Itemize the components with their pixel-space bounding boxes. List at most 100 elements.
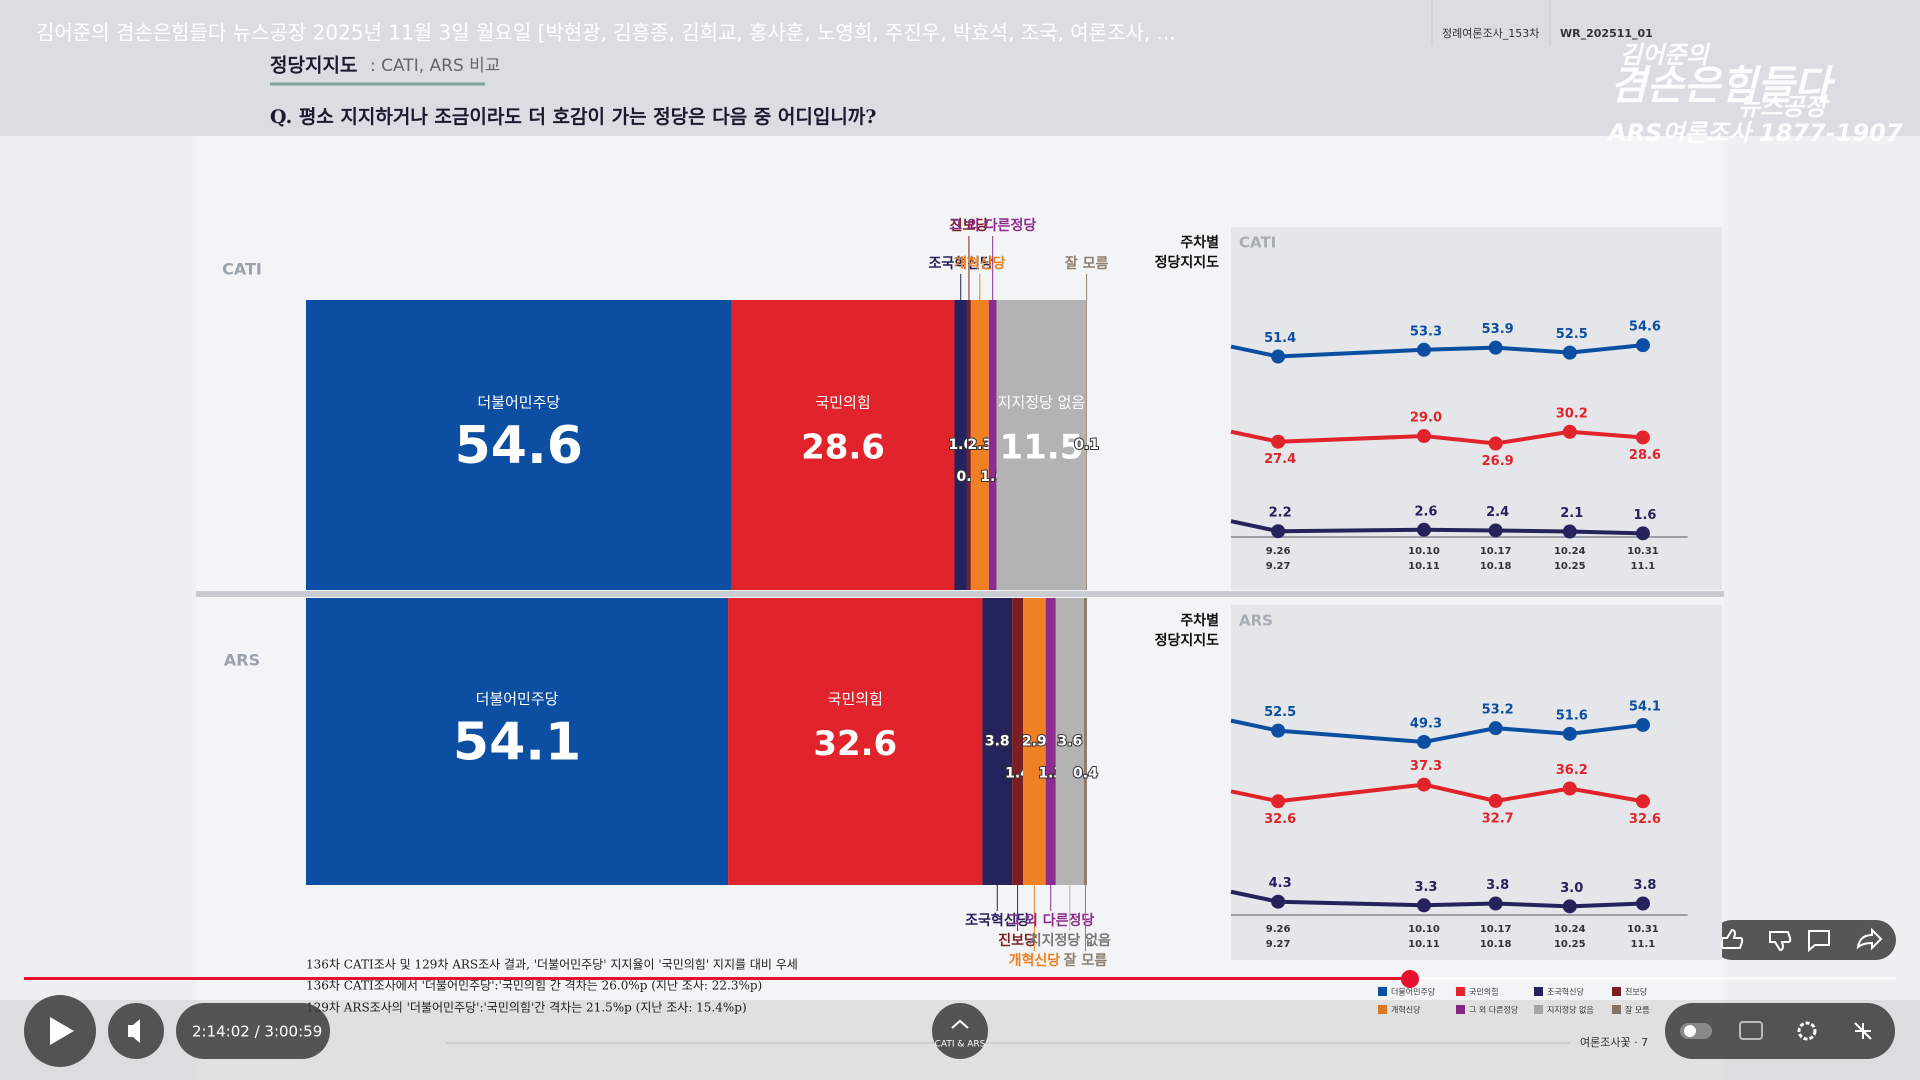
x-tick-label: 9.27 (1266, 939, 1291, 950)
line (1230, 718, 1644, 744)
value-label: 51.4 (1264, 331, 1296, 346)
value-label: 32.6 (1629, 812, 1661, 827)
x-tick-label: 10.17 (1480, 546, 1512, 557)
toggle-knob (1684, 1025, 1696, 1037)
bar-segment (1083, 598, 1087, 885)
legend-label: 더불어민주당 (1391, 987, 1436, 997)
bar-segment (996, 300, 1087, 590)
progress-played (24, 977, 1410, 980)
segment-name: 진보당 (998, 932, 1037, 949)
segment-name: 개혁신당 (1009, 952, 1061, 969)
line (1230, 889, 1644, 909)
x-tick-label: 10.24 (1554, 924, 1586, 935)
footer: 여론조사꽃 · 7 (1580, 1036, 1648, 1049)
point (1562, 524, 1577, 539)
x-tick-label: 9.26 (1266, 546, 1291, 557)
value-label: 49.3 (1410, 716, 1442, 731)
tag: 정례여론조사_153차 (1442, 27, 1539, 40)
value-label: 51.6 (1556, 708, 1588, 723)
value-label: 26.9 (1482, 454, 1514, 469)
legend-label: 잘 모름 (1625, 1006, 1650, 1015)
exit-fullscreen-button[interactable] (1854, 1022, 1872, 1040)
video-title: 김어준의 겸손은힘들다 뉴스공장 2025년 11월 3일 월요일 [박현광, … (36, 21, 1176, 45)
value-label: 29.0 (1410, 411, 1442, 426)
x-tick-label: 10.17 (1480, 924, 1512, 935)
point (1562, 726, 1577, 741)
panel-label: ARS (1239, 612, 1273, 630)
value-label: 3.0 (1560, 881, 1583, 896)
segment-name: 지지정당 없음 (1029, 932, 1111, 949)
point (1488, 340, 1503, 355)
legend-swatch (1456, 1005, 1465, 1014)
point (1271, 794, 1286, 809)
value-label: 2.2 (1269, 506, 1292, 521)
chapter-button[interactable] (932, 1003, 988, 1059)
x-tick-label: 10.24 (1554, 546, 1586, 557)
point (1635, 794, 1650, 809)
segment-name: 더불어민주당 (477, 394, 560, 412)
point (1488, 523, 1503, 538)
logo-text: ARS여론조사 1877-1907 (1606, 119, 1903, 147)
progress-handle[interactable] (1401, 970, 1419, 988)
x-tick-label: 11.1 (1631, 939, 1656, 950)
segment-value: 0.1 (1074, 437, 1099, 453)
segment-name: 그 외 다른정당 (1007, 912, 1094, 929)
x-tick-label: 10.11 (1408, 561, 1440, 572)
share-button[interactable] (1856, 927, 1883, 951)
panel-title: 주차별 정당지지도 (1155, 234, 1220, 271)
value-label: 32.7 (1482, 811, 1514, 826)
legend-swatch (1378, 1005, 1387, 1014)
line (1230, 429, 1644, 446)
value-label: 3.3 (1414, 880, 1437, 895)
point (1562, 424, 1577, 439)
segment-name: 더불어민주당 (476, 690, 559, 708)
legend-label: 지지정당 없음 (1547, 1005, 1594, 1015)
tag: WR_202511_01 (1560, 27, 1653, 40)
legend-label: 그 외 다른정당 (1469, 1005, 1519, 1015)
point (1562, 345, 1577, 360)
value-label: 28.6 (1629, 448, 1661, 463)
bar-segment (1023, 598, 1046, 885)
point (1635, 338, 1650, 353)
segment-value: 2.3 (967, 437, 992, 453)
value-label: 53.2 (1482, 703, 1514, 718)
top-band (0, 0, 1920, 136)
segment-name: 개혁신당 (954, 255, 1006, 272)
segment-value: 54.1 (453, 713, 581, 773)
point (1416, 898, 1431, 913)
value-label: 54.1 (1629, 699, 1661, 714)
segment-name: 잘 모름 (1065, 256, 1109, 272)
comment-button[interactable] (1808, 930, 1830, 953)
dislike-button[interactable] (1769, 931, 1792, 952)
bar-label: ARS (224, 651, 260, 670)
bar-segment (1086, 300, 1087, 590)
like-button[interactable] (1721, 928, 1744, 949)
segment-name: 잘 모름 (1064, 953, 1108, 969)
segment-value: 11.5 (999, 428, 1083, 468)
volume-icon (128, 1019, 140, 1043)
captions-button[interactable] (1739, 1021, 1763, 1040)
notes: 136차 CATI조사 및 129차 ARS조사 결과, '더불어민주당' 지지… (306, 958, 798, 1015)
segment-value: 3.8 (985, 734, 1010, 750)
bar-segment (982, 598, 1013, 885)
x-tick-label: 10.31 (1627, 546, 1659, 557)
value-label: 2.6 (1414, 504, 1437, 519)
logo: 김어준의 겸손은힘들다 뉴스공장 ARS여론조사 1877-1907 (1606, 41, 1903, 147)
value-label: 53.3 (1410, 324, 1442, 339)
value-label: 36.2 (1556, 763, 1588, 778)
note: 136차 CATI조사 및 129차 ARS조사 결과, '더불어민주당' 지지… (306, 958, 798, 972)
time: 2:14:02 / 3:00:59 (192, 1023, 322, 1041)
heading: 정당지지도 (270, 55, 357, 77)
point (1271, 894, 1286, 909)
segment-name: 조국혁신당 (965, 912, 1030, 929)
legend-label: 개혁신당 (1391, 1005, 1421, 1015)
segment-name: 국민의힘 (828, 690, 883, 708)
value-label: 53.9 (1482, 322, 1514, 337)
bar-segment (731, 300, 955, 590)
logo-text: 뉴스공장 (1738, 93, 1830, 121)
x-tick-label: 9.27 (1266, 561, 1291, 572)
segment-value: 54.6 (455, 416, 583, 476)
settings-button[interactable] (1797, 1021, 1817, 1041)
